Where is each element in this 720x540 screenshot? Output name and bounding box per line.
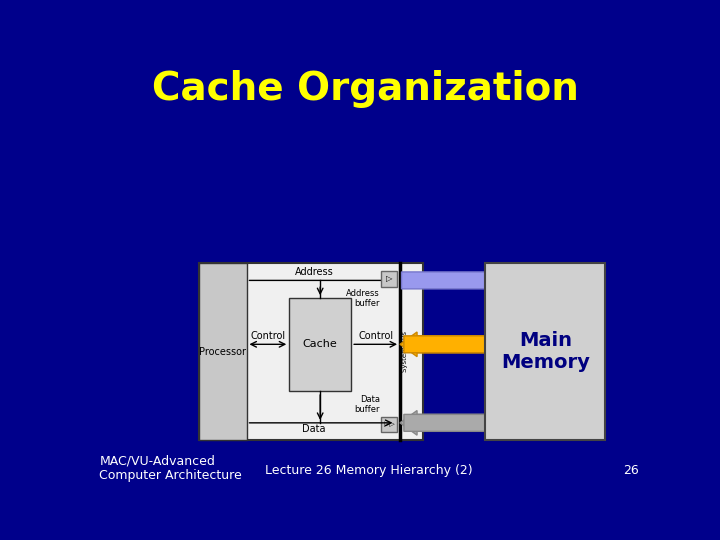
Bar — [382, 271, 397, 287]
Text: Cache Organization: Cache Organization — [152, 70, 579, 109]
Bar — [199, 264, 246, 440]
Bar — [382, 417, 397, 432]
FancyArrow shape — [402, 268, 510, 293]
FancyArrow shape — [400, 410, 503, 435]
Bar — [289, 298, 351, 390]
Text: Cache: Cache — [303, 339, 338, 349]
Text: Data: Data — [302, 424, 325, 434]
Bar — [485, 264, 606, 440]
Text: Address: Address — [294, 267, 333, 276]
Text: MAC/VU-Advanced
Computer Architecture: MAC/VU-Advanced Computer Architecture — [99, 454, 242, 482]
FancyArrow shape — [404, 410, 503, 435]
Text: Main
Memory: Main Memory — [501, 331, 590, 372]
Text: System Bus: System Bus — [402, 331, 408, 372]
FancyArrow shape — [404, 332, 503, 356]
Text: ▷▷: ▷▷ — [384, 421, 395, 427]
Text: ▷: ▷ — [386, 274, 392, 284]
Text: Address
buffer: Address buffer — [346, 289, 380, 308]
Text: Data
buffer: Data buffer — [354, 395, 380, 414]
Text: Processor: Processor — [199, 347, 246, 356]
Text: 26: 26 — [623, 464, 639, 477]
Text: Control: Control — [251, 331, 285, 341]
FancyArrow shape — [400, 332, 503, 356]
Text: Control: Control — [358, 331, 393, 341]
Bar — [199, 264, 423, 440]
Text: Lecture 26 Memory Hierarchy (2): Lecture 26 Memory Hierarchy (2) — [265, 464, 473, 477]
